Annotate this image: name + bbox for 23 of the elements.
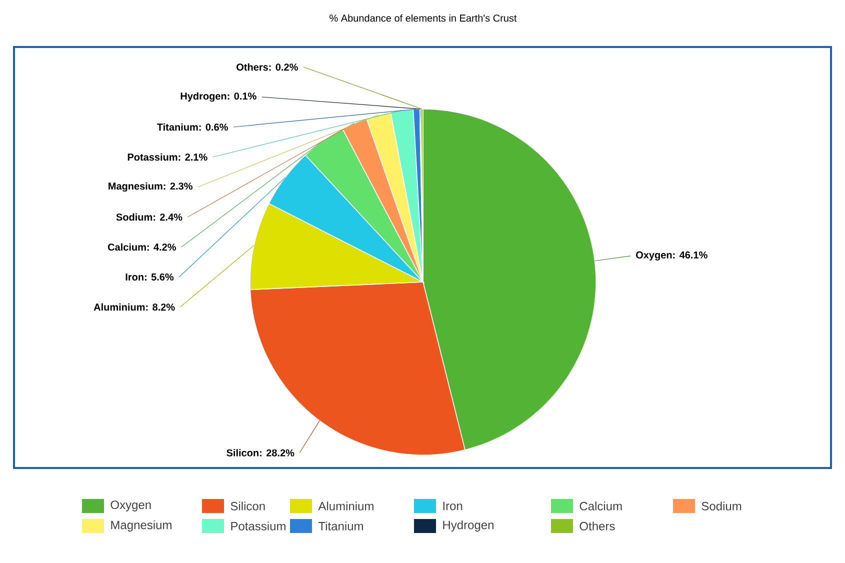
legend-label: Titanium: [318, 522, 363, 530]
legend-label: Oxygen: [110, 500, 151, 512]
data-label: Silicon: 28.2%: [226, 449, 294, 456]
data-label: Aluminium: 8.2%: [94, 303, 175, 311]
legend-label: Iron: [443, 502, 462, 510]
data-label: Iron: 5.6%: [126, 273, 174, 281]
legend-label: Magnesium: [111, 520, 172, 532]
data-label: Others: 0.2%: [236, 63, 298, 71]
legend-label: Others: [580, 522, 615, 530]
legend-label: Potassium: [231, 522, 286, 530]
chart-title: % Abundance of elements in Earth's Crust: [330, 14, 517, 22]
data-label: Magnesium: 2.3%: [108, 182, 192, 192]
data-label: Hydrogen: 0.1%: [180, 92, 256, 102]
data-label: Titanium: 0.6%: [157, 123, 228, 131]
legend-label: Calcium: [580, 502, 622, 510]
data-label: Sodium: 2.4%: [116, 213, 182, 221]
legend-label: Aluminium: [318, 502, 374, 510]
legend-label: Hydrogen: [443, 520, 494, 532]
legend-label: Silicon: [230, 502, 265, 510]
data-label: Oxygen: 46.1%: [636, 251, 708, 261]
data-label: Calcium: 4.2%: [108, 243, 176, 251]
legend-label: Sodium: [702, 502, 742, 510]
data-label: Potassium: 2.1%: [128, 153, 208, 161]
